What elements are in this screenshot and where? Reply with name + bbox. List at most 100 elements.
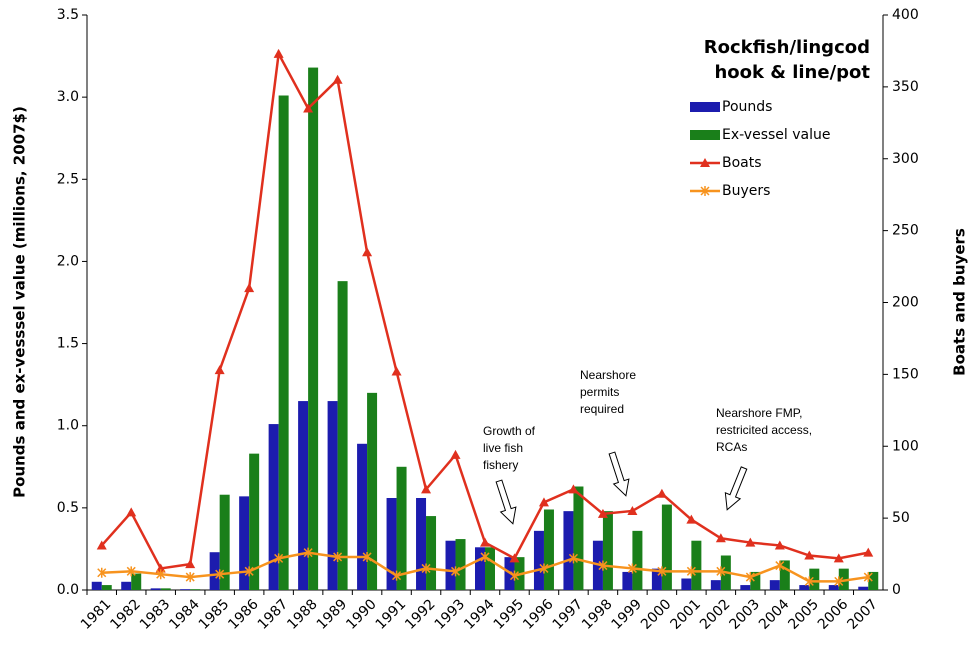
y2-tick-label: 100 — [892, 438, 919, 454]
annotation-arrow — [724, 466, 748, 511]
bar — [740, 585, 751, 590]
x-tick-label: 1983 — [137, 596, 174, 633]
bar — [308, 67, 319, 591]
marker — [303, 103, 314, 113]
x-tick-label: 1992 — [402, 596, 439, 633]
legend-swatch — [690, 130, 720, 140]
bar — [710, 580, 721, 590]
marker — [597, 508, 608, 518]
annotation: RCAs — [716, 440, 747, 454]
bar — [298, 401, 309, 590]
marker — [96, 540, 107, 550]
bar — [868, 571, 879, 590]
x-tick-label: 2007 — [844, 596, 881, 633]
bar — [160, 588, 171, 590]
x-tick-label: 1993 — [432, 596, 469, 633]
bar — [190, 589, 201, 590]
marker — [568, 553, 578, 564]
marker — [391, 366, 402, 376]
y2-tick-label: 350 — [892, 79, 919, 95]
marker — [627, 563, 637, 574]
bar — [386, 498, 397, 590]
marker — [244, 566, 254, 577]
bar — [239, 496, 250, 590]
y2-axis-title: Boats and buyers — [951, 228, 969, 376]
bar — [150, 588, 161, 590]
y2-tick-label: 300 — [892, 151, 919, 167]
x-tick-label: 1997 — [550, 596, 587, 633]
marker — [480, 537, 490, 547]
bar — [396, 466, 407, 590]
marker — [480, 551, 490, 562]
x-tick-label: 2006 — [815, 596, 852, 633]
legend-label: Buyers — [722, 183, 770, 199]
marker — [156, 569, 166, 580]
y2-tick-label: 200 — [892, 295, 919, 311]
annotation: required — [580, 402, 624, 416]
marker — [421, 563, 431, 574]
x-tick-label: 1987 — [255, 596, 292, 633]
marker — [185, 559, 196, 569]
marker — [863, 547, 874, 557]
marker — [274, 553, 284, 564]
x-tick-label: 2005 — [785, 596, 822, 633]
y-tick-label: 1.5 — [57, 336, 79, 352]
y-tick-label: 2.5 — [57, 171, 79, 187]
bar — [101, 585, 112, 590]
bar — [828, 585, 839, 590]
chart-title: hook & line/pot — [714, 62, 870, 83]
bar — [485, 547, 495, 590]
bar — [563, 511, 574, 590]
marker — [303, 547, 313, 558]
legend-marker — [700, 158, 710, 167]
marker — [568, 484, 579, 494]
x-tick-label: 2003 — [726, 596, 763, 633]
annotation: Nearshore FMP, — [716, 406, 802, 420]
x-tick-label: 1981 — [78, 596, 115, 633]
y2-tick-label: 150 — [892, 366, 919, 382]
x-tick-label: 1982 — [107, 596, 144, 633]
legend-label: Boats — [722, 155, 762, 171]
bar — [769, 580, 780, 590]
bar — [426, 516, 437, 590]
bar — [219, 494, 230, 590]
marker — [686, 566, 696, 577]
bar — [357, 443, 368, 590]
bar — [131, 573, 142, 590]
marker — [715, 533, 726, 543]
bar — [661, 504, 672, 590]
marker — [450, 566, 461, 577]
marker — [745, 572, 755, 583]
x-tick-label: 1986 — [225, 596, 262, 633]
x-tick-label: 2000 — [638, 596, 675, 633]
x-tick-label: 2002 — [697, 596, 734, 633]
bar — [779, 560, 790, 590]
marker — [863, 572, 873, 583]
y-tick-label: 3.0 — [57, 89, 79, 105]
y2-tick-label: 250 — [892, 223, 919, 239]
x-tick-label: 1991 — [373, 596, 410, 633]
annotation: Nearshore — [580, 368, 636, 382]
y-tick-label: 3.5 — [57, 7, 79, 23]
marker — [834, 576, 844, 587]
bar — [327, 401, 338, 590]
annotation: Growth of — [483, 424, 536, 438]
x-tick-label: 1989 — [314, 596, 351, 633]
legend-label: Pounds — [722, 99, 772, 115]
bar — [622, 571, 633, 590]
x-tick-label: 1994 — [461, 596, 498, 633]
annotation: fishery — [483, 458, 518, 472]
bar — [632, 530, 643, 590]
bar — [543, 509, 554, 590]
marker — [392, 570, 402, 581]
marker — [155, 563, 166, 573]
x-tick-label: 1988 — [284, 596, 321, 633]
x-tick-label: 1996 — [520, 596, 557, 633]
annotation-arrow — [608, 451, 630, 497]
bar — [121, 581, 132, 590]
chart-title: Rockfish/lingcod — [704, 37, 870, 58]
marker — [657, 566, 667, 577]
bar — [337, 281, 348, 590]
x-tick-label: 1999 — [609, 596, 646, 633]
marker — [126, 566, 136, 577]
